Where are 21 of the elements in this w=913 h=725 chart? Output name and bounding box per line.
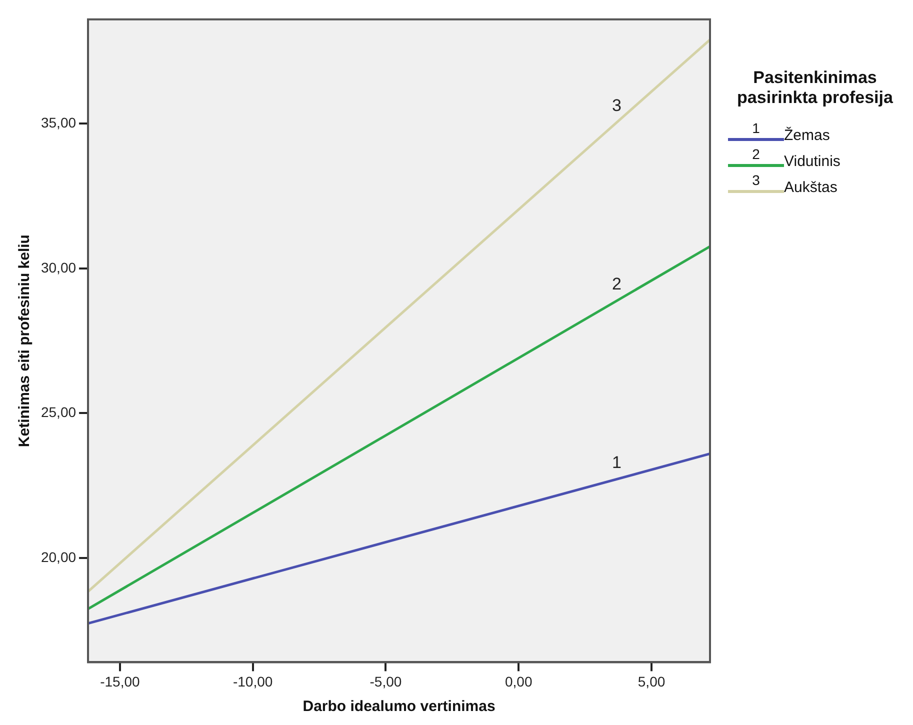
y-tick-label: 30,00 [40,259,76,276]
x-tick-label: 5,00 [638,673,666,690]
legend-label: Aukštas [784,178,838,198]
x-axis-title: Darbo idealumo vertinimas [302,698,496,716]
x-tick-label: -10,00 [232,673,273,690]
text: 2 [752,146,760,162]
text: 3 [752,172,760,188]
legend-label: Žemas [784,126,830,146]
annotation: 2 [612,274,622,294]
y-tick-label: 35,00 [40,114,76,130]
annotation: 1 [612,452,622,472]
text: 1 [752,120,760,136]
x-tick-label: -15,00 [100,673,140,690]
x-tick-label: -5,00 [370,673,402,690]
legend-label: Vidutinis [784,152,840,172]
y-tick-label: 25,00 [40,404,76,420]
y-tick-label: 20,00 [40,548,76,565]
legend-title: Pasitenkinimas pasirinkta profesija [736,68,894,108]
annotation: 3 [612,96,622,116]
x-tick-label: 0,00 [505,673,532,690]
y-axis-title: Ketinimas eiti profesiniu keliu [16,234,34,448]
